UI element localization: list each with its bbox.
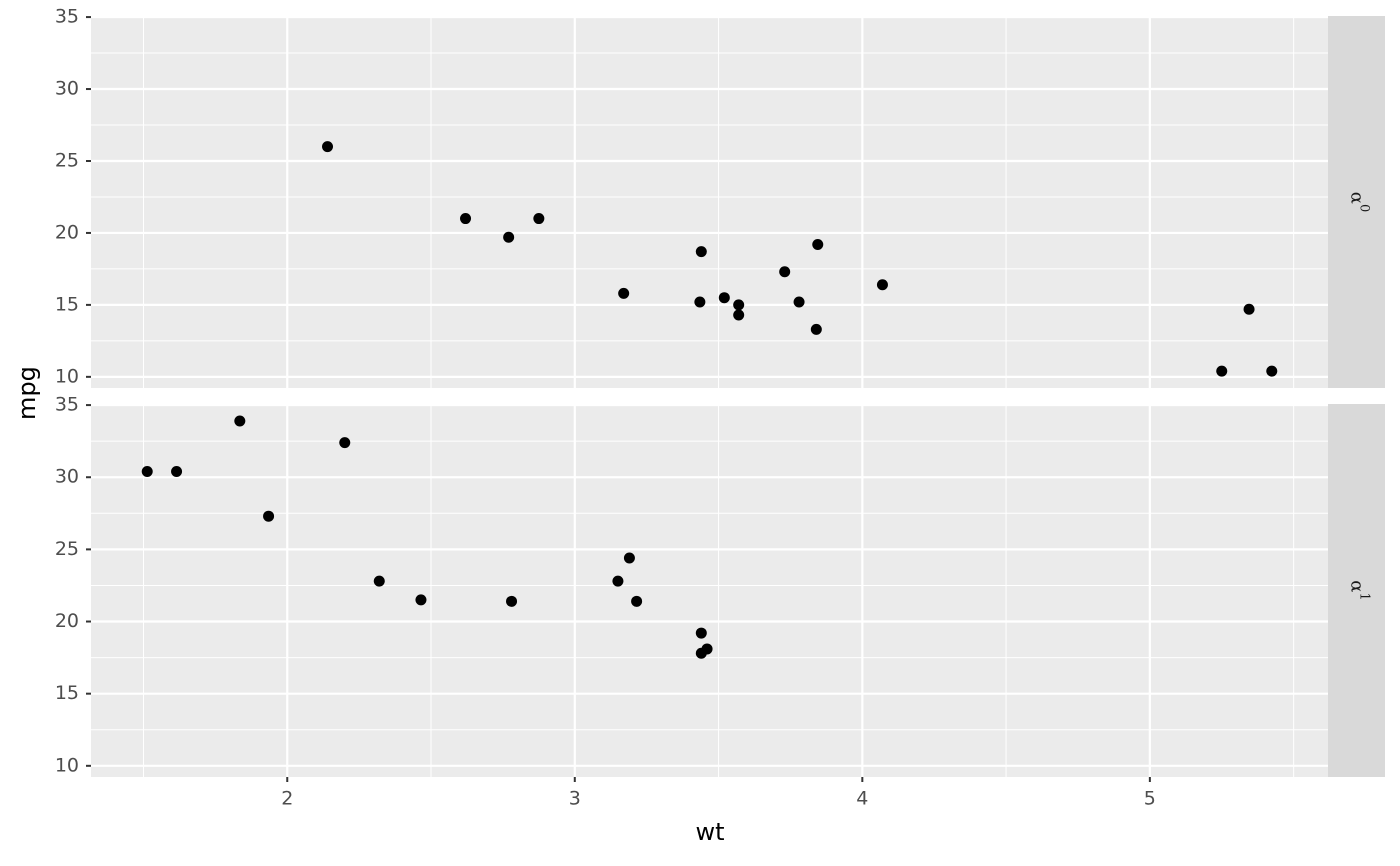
strip-symbol: α <box>1347 580 1368 592</box>
y-tick-label: 15 <box>55 293 79 315</box>
strip-superscript: 1 <box>1357 592 1372 600</box>
point <box>812 238 824 250</box>
point <box>695 647 707 659</box>
x-tick-label: 2 <box>281 788 293 810</box>
point <box>694 296 706 308</box>
point <box>171 465 183 477</box>
point <box>1243 303 1255 315</box>
y-tick-label: 25 <box>55 538 79 560</box>
y-axis-title: mpg <box>13 366 41 420</box>
point <box>1266 365 1278 377</box>
point <box>1216 365 1228 377</box>
x-tick-label: 3 <box>569 788 581 810</box>
y-tick-label: 20 <box>55 221 79 243</box>
point <box>141 465 153 477</box>
strip-label: α0 <box>1347 192 1373 212</box>
point <box>733 309 745 321</box>
y-tick-label: 20 <box>55 610 79 632</box>
point <box>810 323 822 335</box>
strip-label: α1 <box>1347 580 1373 600</box>
strip-superscript: 0 <box>1357 204 1372 212</box>
point <box>460 213 472 225</box>
strip-symbol: α <box>1347 192 1368 204</box>
y-tick-label: 15 <box>55 682 79 704</box>
strip-background <box>1328 16 1385 388</box>
point <box>533 213 545 225</box>
point <box>322 141 334 153</box>
point <box>263 510 275 522</box>
point <box>373 575 385 587</box>
point <box>612 575 624 587</box>
x-tick-label: 5 <box>1144 788 1156 810</box>
strip-background <box>1328 404 1385 777</box>
point <box>503 231 515 243</box>
point <box>695 246 707 258</box>
panel-background <box>91 404 1328 777</box>
point <box>733 299 745 311</box>
panel-background <box>91 16 1328 388</box>
point <box>631 595 643 607</box>
point <box>695 627 707 639</box>
point <box>339 437 351 449</box>
point <box>415 594 427 606</box>
point <box>506 595 518 607</box>
y-tick-label: 30 <box>55 466 79 488</box>
point <box>793 296 805 308</box>
point <box>718 292 730 304</box>
y-tick-label: 10 <box>55 754 79 776</box>
x-axis-title: wt <box>695 818 724 846</box>
x-tick-label: 4 <box>856 788 868 810</box>
y-tick-label: 35 <box>55 6 79 28</box>
y-tick-label: 25 <box>55 149 79 171</box>
y-tick-label: 10 <box>55 365 79 387</box>
y-tick-label: 35 <box>55 394 79 416</box>
point <box>618 287 630 299</box>
point <box>623 552 635 564</box>
y-tick-label: 30 <box>55 78 79 100</box>
point <box>234 415 246 427</box>
point <box>876 279 888 291</box>
point <box>779 266 791 278</box>
